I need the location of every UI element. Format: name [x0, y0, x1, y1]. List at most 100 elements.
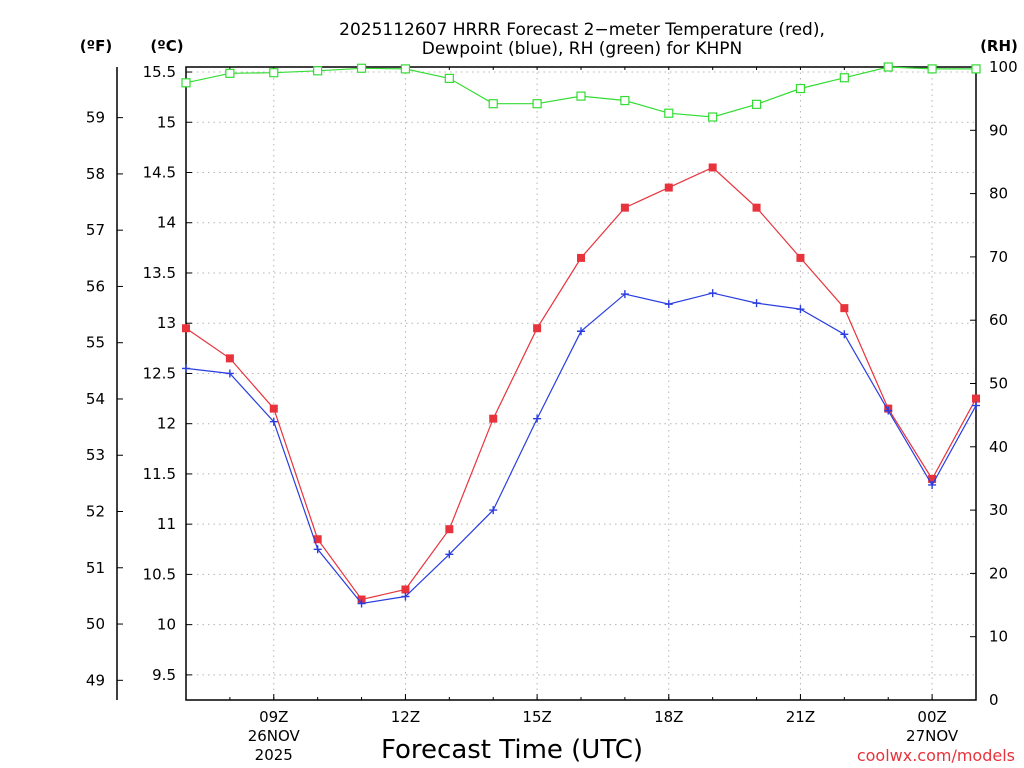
c-tick-label-13: 13: [157, 314, 176, 332]
temperature-point-7: [182, 324, 190, 333]
x-tick-label-15Z: 15Z: [522, 708, 551, 726]
rh-unit-label: (RH): [980, 37, 1018, 55]
dewpoint-point-21: [796, 305, 805, 314]
dewpoint-point-22: [840, 330, 849, 339]
rh-point-18: [664, 108, 674, 118]
x-tick-year-09Z: 2025: [255, 746, 293, 764]
dewpoint-point-8: [225, 369, 234, 378]
c-tick-label-12.5: 12.5: [143, 364, 176, 382]
temperature-point-9: [269, 404, 278, 413]
temperature-line: [185, 166, 977, 601]
dewpoint-point-11: [357, 599, 366, 608]
x-tick-label-21Z: 21Z: [786, 708, 815, 726]
rh-point-10: [313, 66, 323, 76]
dewpoint-point-10: [313, 545, 322, 554]
celsius-unit-label: (ºC): [150, 37, 183, 55]
rh-tick-label-10: 10: [989, 628, 1008, 646]
x-tick-label-12Z: 12Z: [391, 708, 420, 726]
data-series: [181, 62, 981, 608]
f-tick-label-54: 54: [86, 390, 105, 408]
rh-tick-label-70: 70: [989, 248, 1008, 266]
temperature-point-11: [357, 595, 366, 604]
x-tick-label-00Z: 00Z: [917, 708, 946, 726]
f-tick-label-56: 56: [86, 277, 105, 295]
c-tick-label-15: 15: [157, 113, 176, 131]
temperature-point-18: [664, 183, 673, 192]
chart-title-line-1: 2025112607 HRRR Forecast 2−meter Tempera…: [339, 20, 825, 40]
dewpoint-point-13: [445, 550, 454, 559]
plot-frame: [185, 66, 977, 701]
chart-title-line-2: Dewpoint (blue), RH (green) for KHPN: [422, 39, 742, 59]
temperature-point-14: [489, 414, 498, 423]
tick-labels: 9.5 10 10.5 11 11.5 12 12.5 13 13.5 14 14.5 15 15.5 0…: [86, 58, 1018, 764]
f-tick-label-59: 59: [86, 109, 105, 127]
temperature-point-12: [401, 585, 410, 594]
x-tick-label-18Z: 18Z: [654, 708, 683, 726]
temperature-point-25: [972, 394, 980, 403]
rh-point-22: [839, 73, 849, 83]
c-tick-label-10: 10: [157, 616, 176, 634]
rh-point-24: [927, 64, 937, 74]
axes: [116, 66, 977, 701]
rh-point-23: [883, 62, 893, 72]
c-tick-label-12: 12: [157, 415, 176, 433]
rh-tick-label-90: 90: [989, 121, 1008, 139]
x-axis-label: Forecast Time (UTC): [381, 735, 643, 765]
f-tick-label-51: 51: [86, 559, 105, 577]
temperature-point-20: [752, 203, 761, 212]
fahrenheit-unit-label: (ºF): [80, 37, 112, 55]
c-tick-label-10.5: 10.5: [143, 565, 176, 583]
source-credit: coolwx.com/models: [857, 746, 1015, 765]
rh-tick-label-20: 20: [989, 564, 1008, 582]
dewpoint-point-9: [269, 417, 278, 426]
f-tick-label-57: 57: [86, 221, 105, 239]
temperature-point-16: [577, 253, 585, 262]
f-tick-label-52: 52: [86, 503, 105, 521]
rh-tick-label-40: 40: [989, 438, 1008, 456]
temperature-point-13: [445, 525, 454, 534]
rh-point-7: [181, 78, 191, 88]
f-tick-label-50: 50: [86, 615, 105, 633]
rh-point-13: [444, 73, 454, 83]
temperature-point-8: [225, 354, 234, 363]
temperature-point-22: [840, 304, 849, 313]
dewpoint-point-7: [182, 364, 190, 373]
temperature-point-19: [708, 163, 717, 172]
rh-point-19: [708, 112, 718, 122]
dewpoint-point-18: [664, 300, 673, 309]
rh-tick-label-60: 60: [989, 311, 1008, 329]
rh-tick-label-100: 100: [989, 58, 1018, 76]
rh-point-16: [576, 91, 586, 101]
f-tick-label-49: 49: [86, 671, 105, 689]
c-tick-label-14: 14: [157, 214, 176, 232]
rh-point-17: [620, 95, 630, 106]
x-tick-label-09Z: 09Z: [259, 708, 288, 726]
rh-tick-label-0: 0: [989, 691, 999, 709]
rh-tick-label-50: 50: [989, 375, 1008, 393]
f-tick-label-53: 53: [86, 446, 105, 464]
dewpoint-point-24: [928, 480, 937, 489]
temperature-point-21: [796, 253, 805, 262]
rh-point-25: [971, 64, 981, 74]
grid-lines: [186, 67, 976, 700]
dewpoint-point-20: [752, 299, 761, 308]
c-tick-label-9.5: 9.5: [152, 666, 176, 684]
c-tick-label-14.5: 14.5: [143, 164, 176, 182]
dewpoint-point-19: [708, 289, 717, 298]
rh-point-20: [751, 99, 762, 109]
f-tick-label-58: 58: [86, 165, 105, 183]
rh-point-8: [225, 68, 235, 78]
dewpoint-point-23: [884, 406, 893, 415]
x-tick-date-00Z: 27NOV: [906, 727, 959, 745]
rh-tick-label-80: 80: [989, 185, 1008, 203]
temperature-point-15: [533, 324, 542, 333]
dewpoint-point-14: [489, 506, 498, 515]
rh-point-14: [488, 99, 498, 109]
c-tick-label-11: 11: [157, 515, 176, 533]
f-tick-label-55: 55: [86, 334, 105, 352]
rh-point-21: [795, 83, 806, 94]
dewpoint-point-12: [401, 592, 410, 601]
rh-point-9: [269, 68, 279, 78]
rh-point-11: [356, 63, 367, 73]
